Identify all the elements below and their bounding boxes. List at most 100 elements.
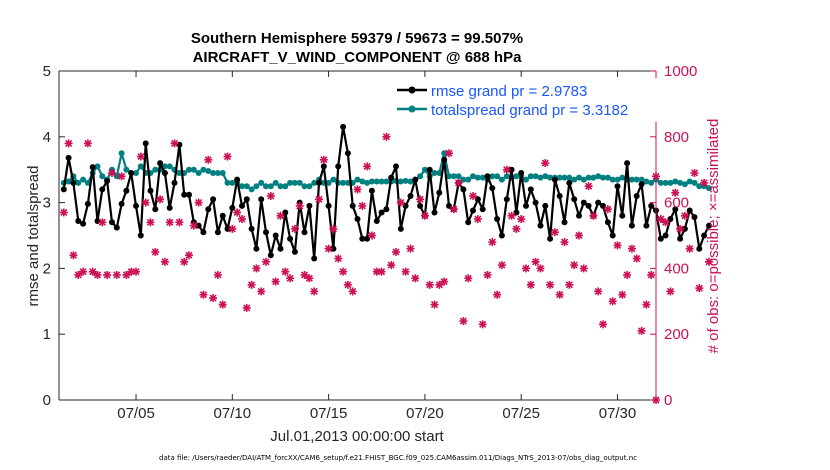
- spread-point: [195, 170, 202, 176]
- obs-count-marker: [79, 267, 88, 276]
- rmse-point: [508, 166, 515, 173]
- spread-point: [614, 176, 621, 183]
- spread-point: [397, 178, 404, 185]
- obs-count-marker: [656, 215, 665, 224]
- rmse-point: [397, 225, 404, 232]
- obs-count-marker: [599, 320, 608, 329]
- obs-count-marker: [420, 211, 429, 220]
- rmse-point: [614, 183, 621, 190]
- spread-point: [378, 178, 385, 185]
- rmse-point: [585, 202, 592, 209]
- obs-count-marker: [382, 132, 391, 141]
- obs-count-marker: [570, 261, 579, 270]
- spread-point: [446, 173, 452, 180]
- obs-count-marker: [608, 297, 617, 306]
- rmse-point: [691, 214, 698, 221]
- obs-count-marker: [271, 277, 280, 286]
- rmse-point: [205, 206, 212, 213]
- rmse-point: [349, 202, 356, 209]
- spread-point: [537, 174, 544, 181]
- chart-subtitle: AIRCRAFT_V_WIND_COMPONENT @ 688 hPa: [193, 49, 523, 66]
- spread-point: [325, 179, 332, 186]
- rmse-point: [441, 156, 448, 163]
- obs-count-marker: [522, 264, 531, 273]
- spread-point: [364, 179, 371, 186]
- obs-count-marker: [430, 300, 439, 309]
- rmse-point: [667, 216, 674, 222]
- rmse-point: [479, 206, 486, 213]
- rmse-point: [383, 206, 390, 213]
- rmse-point: [359, 235, 366, 242]
- rmse-point: [412, 176, 419, 183]
- spread-point: [186, 166, 192, 173]
- obs-count-marker: [507, 211, 516, 220]
- obs-count-marker: [189, 221, 198, 230]
- rmse-point: [643, 222, 650, 229]
- obs-count-marker: [565, 280, 574, 289]
- rmse-point: [65, 154, 72, 161]
- obs-count-marker: [103, 270, 112, 279]
- obs-count-marker: [661, 218, 670, 227]
- spread-point: [441, 150, 448, 157]
- obs-count-marker: [666, 287, 675, 296]
- spread-point: [291, 179, 298, 186]
- rmse-point: [340, 123, 347, 130]
- rmse-point: [417, 202, 424, 209]
- obs-count-marker: [343, 280, 352, 289]
- rmse-point: [368, 187, 375, 194]
- rmse-point: [133, 202, 139, 209]
- rmse-point: [619, 212, 626, 219]
- spread-point: [301, 183, 308, 190]
- obs-count-marker: [262, 257, 271, 266]
- obs-count-marker: [353, 185, 362, 194]
- spread-point: [243, 183, 250, 190]
- obs-count-marker: [165, 218, 174, 227]
- obs-count-marker: [223, 152, 232, 161]
- y-right-tick-label: 800: [664, 129, 689, 146]
- rmse-point: [239, 202, 245, 209]
- obs-count-marker: [184, 251, 193, 260]
- spread-point: [470, 173, 476, 180]
- rmse-point: [142, 140, 149, 147]
- rmse-point: [224, 225, 231, 232]
- rmse-point: [234, 176, 241, 183]
- rmse-point: [446, 202, 452, 209]
- spread-point: [455, 173, 462, 180]
- spread-point: [465, 176, 472, 183]
- spread-point: [523, 176, 529, 183]
- rmse-point: [706, 222, 712, 229]
- rmse-point: [662, 232, 669, 239]
- obs-count-marker: [627, 244, 636, 253]
- obs-count-marker: [363, 162, 372, 171]
- spread-point: [272, 179, 279, 186]
- obs-count-marker: [401, 267, 410, 276]
- obs-count-marker: [329, 224, 338, 233]
- obs-count-marker: [671, 188, 680, 197]
- rmse-point: [431, 209, 438, 216]
- spread-point: [296, 179, 303, 186]
- obs-count-marker: [560, 238, 569, 247]
- spread-point: [354, 176, 361, 183]
- obs-count-marker: [141, 198, 150, 207]
- rmse-point: [402, 202, 409, 209]
- obs-count-marker: [483, 270, 492, 279]
- rmse-point: [523, 202, 529, 209]
- rmse-point: [537, 222, 544, 229]
- y-tick-label: 4: [43, 129, 51, 146]
- spread-point: [123, 166, 130, 173]
- spread-point: [696, 183, 703, 190]
- obs-count-marker: [59, 208, 68, 217]
- rmse-point: [152, 206, 159, 213]
- spread-point: [595, 173, 602, 180]
- spread-point: [450, 173, 457, 180]
- rmse-point: [638, 181, 645, 188]
- rmse-point: [291, 248, 298, 255]
- rmse-point: [147, 187, 154, 194]
- rmse-point: [657, 235, 664, 242]
- obs-count-marker: [613, 241, 622, 250]
- obs-count-marker: [151, 247, 160, 256]
- rmse-point: [604, 219, 611, 226]
- rmse-point: [320, 163, 327, 170]
- spread-point: [566, 174, 573, 181]
- obs-count-marker: [392, 247, 401, 256]
